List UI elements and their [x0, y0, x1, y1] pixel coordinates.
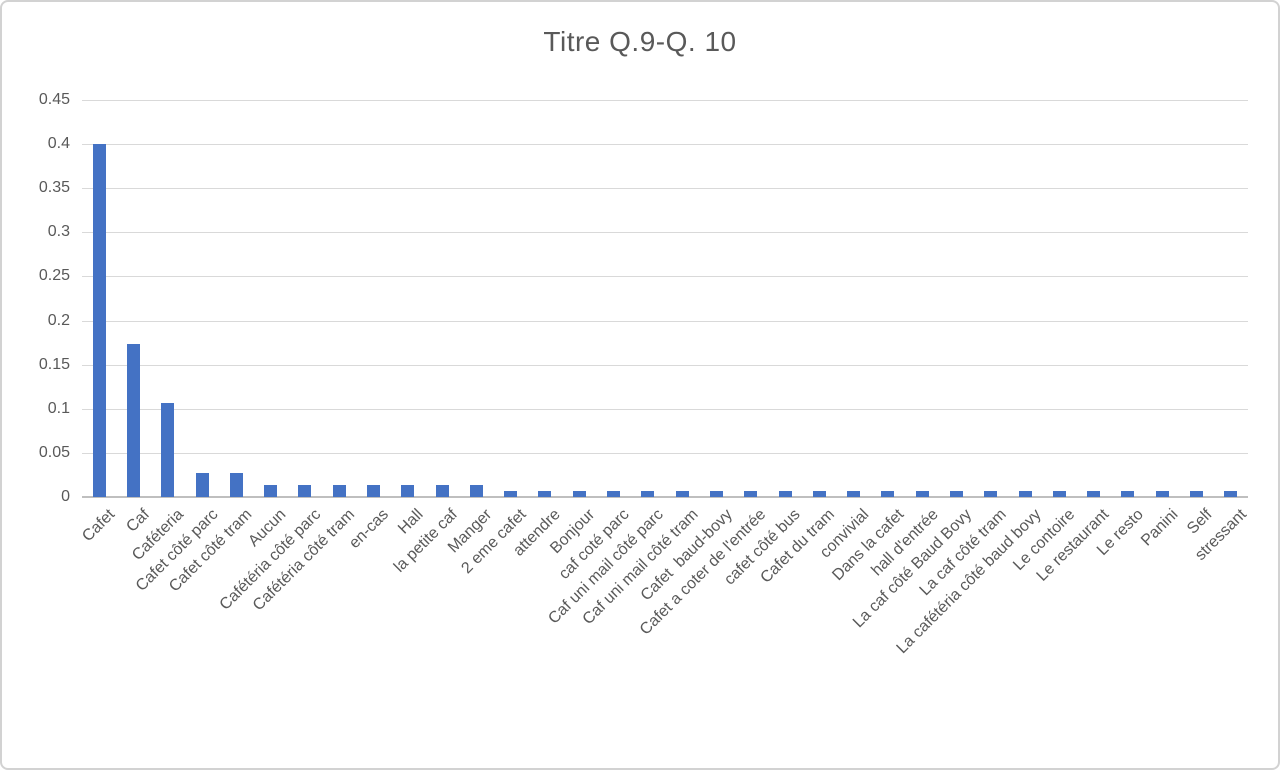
- bar[interactable]: [538, 491, 551, 497]
- bar[interactable]: [264, 485, 277, 497]
- bar[interactable]: [1053, 491, 1066, 497]
- chart-title[interactable]: Titre Q.9-Q. 10: [543, 26, 737, 57]
- gridline: [82, 100, 1248, 101]
- bar[interactable]: [984, 491, 997, 497]
- bar[interactable]: [641, 491, 654, 497]
- bar[interactable]: [847, 491, 860, 497]
- bar[interactable]: [436, 485, 449, 497]
- bar[interactable]: [744, 491, 757, 497]
- y-axis-tick-label: 0.25: [38, 267, 70, 284]
- bar[interactable]: [230, 473, 243, 497]
- y-axis-tick-label: 0: [61, 488, 70, 505]
- y-axis-tick-label: 0.1: [47, 400, 70, 417]
- gridline: [82, 188, 1248, 189]
- bar[interactable]: [470, 485, 483, 497]
- x-axis-line: [82, 496, 1248, 498]
- bar[interactable]: [504, 491, 517, 497]
- bar[interactable]: [298, 485, 311, 497]
- x-axis-category-label: Panini: [1137, 506, 1182, 550]
- y-axis-tick-label: 0.4: [47, 135, 70, 152]
- bar[interactable]: [573, 491, 586, 497]
- x-axis-category-label: Cafet: [79, 506, 119, 546]
- y-axis-tick-label: 0.35: [38, 179, 70, 196]
- y-axis-tick-label: 0.05: [38, 444, 70, 461]
- bar[interactable]: [1087, 491, 1100, 497]
- bar[interactable]: [779, 491, 792, 497]
- bar[interactable]: [367, 485, 380, 497]
- bar[interactable]: [881, 491, 894, 497]
- bar[interactable]: [916, 491, 929, 497]
- bar[interactable]: [333, 485, 346, 497]
- bar[interactable]: [813, 491, 826, 497]
- bar[interactable]: [127, 344, 140, 497]
- gridline: [82, 409, 1248, 410]
- bar[interactable]: [607, 491, 620, 497]
- bar[interactable]: [1224, 491, 1237, 497]
- bar[interactable]: [676, 491, 689, 497]
- bar[interactable]: [1019, 491, 1032, 497]
- bar[interactable]: [710, 491, 723, 497]
- gridline: [82, 453, 1248, 454]
- bar[interactable]: [401, 485, 414, 497]
- gridline: [82, 232, 1248, 233]
- bar[interactable]: [1121, 491, 1134, 497]
- bar[interactable]: [1156, 491, 1169, 497]
- bar[interactable]: [1190, 491, 1203, 497]
- bar[interactable]: [196, 473, 209, 497]
- y-axis-tick-label: 0.2: [47, 312, 70, 329]
- y-axis-tick-label: 0.15: [38, 356, 70, 373]
- y-axis-tick-label: 0.3: [47, 223, 70, 240]
- gridline: [82, 276, 1248, 277]
- y-axis-tick-label: 0.45: [38, 91, 70, 108]
- bar[interactable]: [161, 403, 174, 497]
- gridline: [82, 144, 1248, 145]
- bar[interactable]: [950, 491, 963, 497]
- bar[interactable]: [93, 144, 106, 497]
- gridline: [82, 321, 1248, 322]
- gridline: [82, 365, 1248, 366]
